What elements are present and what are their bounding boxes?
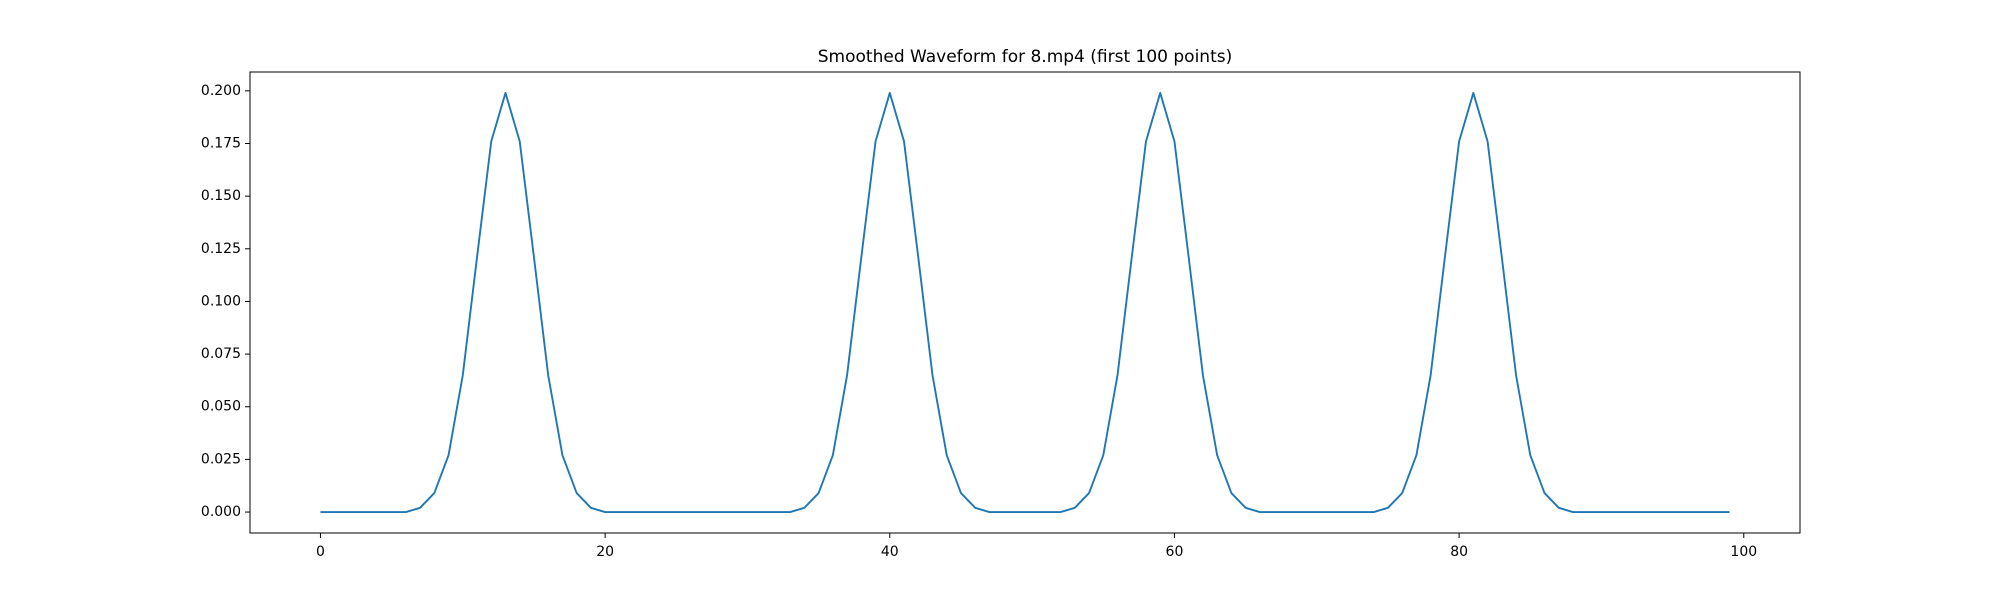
x-tick-label: 100 — [1730, 544, 1757, 560]
x-tick-label: 60 — [1166, 544, 1184, 560]
y-tick-label: 0.200 — [201, 83, 241, 99]
x-tick-label: 40 — [881, 544, 899, 560]
y-tick-label: 0.025 — [201, 451, 241, 467]
x-tick-label: 20 — [596, 544, 614, 560]
chart-title: Smoothed Waveform for 8.mp4 (first 100 p… — [818, 47, 1232, 67]
x-tick-label: 0 — [316, 544, 325, 560]
y-tick-label: 0.000 — [201, 504, 241, 520]
y-tick-label: 0.175 — [201, 135, 241, 151]
y-tick-label: 0.075 — [201, 346, 241, 362]
y-tick-label: 0.150 — [201, 188, 241, 204]
plot-frame — [249, 71, 1801, 534]
y-tick-label: 0.100 — [201, 293, 241, 309]
y-tick-label: 0.050 — [201, 399, 241, 415]
x-tick-label: 80 — [1450, 544, 1468, 560]
data-line — [320, 92, 1730, 513]
y-tick-label: 0.125 — [201, 241, 241, 257]
